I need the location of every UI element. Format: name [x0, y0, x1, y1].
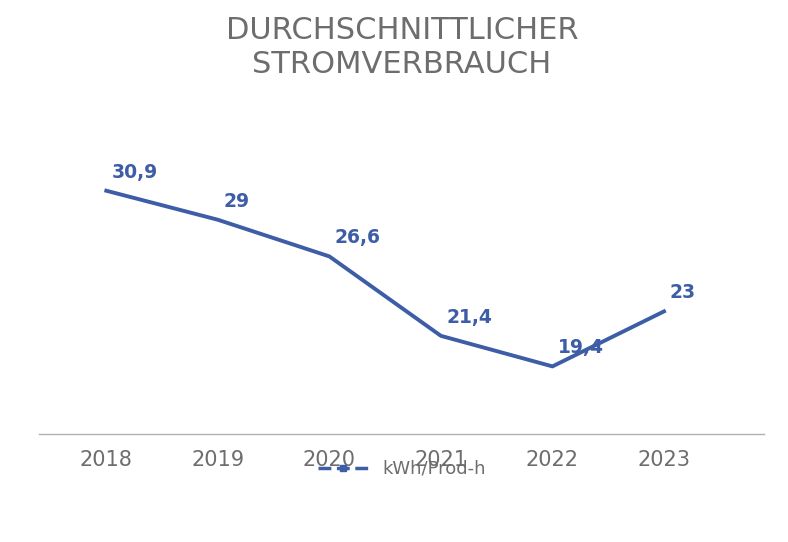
Legend: kWh/Prod-h: kWh/Prod-h: [310, 453, 493, 485]
Text: 21,4: 21,4: [447, 308, 492, 327]
Text: 23: 23: [670, 283, 696, 302]
Text: 19,4: 19,4: [558, 338, 604, 357]
Title: DURCHSCHNITTLICHER
STROMVERBRAUCH: DURCHSCHNITTLICHER STROMVERBRAUCH: [225, 16, 578, 79]
Text: 26,6: 26,6: [335, 228, 381, 247]
Text: 30,9: 30,9: [112, 163, 158, 182]
Text: 29: 29: [224, 191, 250, 211]
